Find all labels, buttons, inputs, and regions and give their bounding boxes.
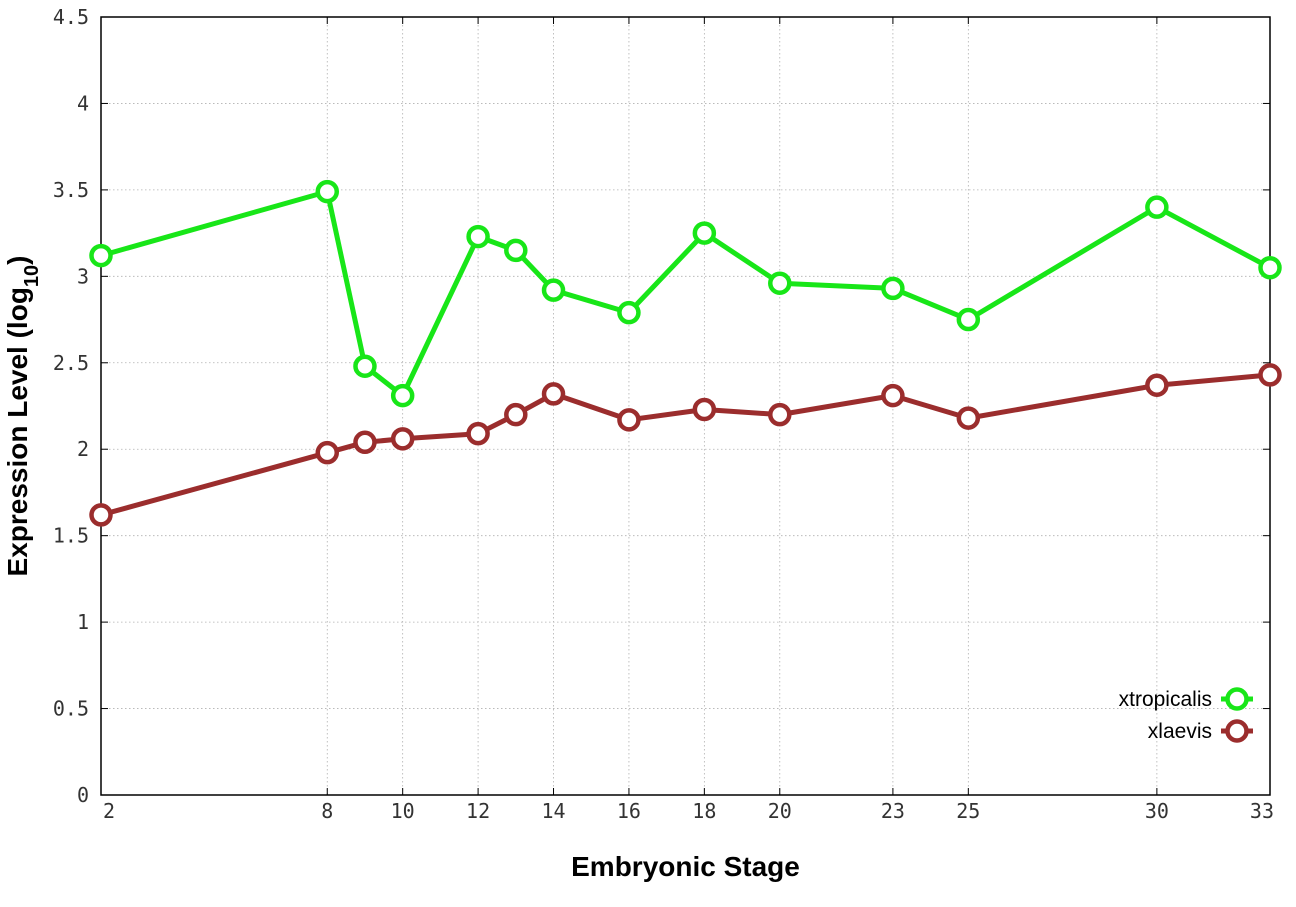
y-axis-title: Expression Level (log10) bbox=[2, 256, 43, 577]
x-tick-label: 23 bbox=[881, 799, 905, 823]
y-tick-label: 3.5 bbox=[53, 178, 89, 202]
data-point bbox=[390, 383, 415, 408]
data-point bbox=[504, 238, 528, 263]
data-point bbox=[956, 406, 981, 430]
data-point bbox=[1258, 363, 1282, 387]
x-tick-label: 12 bbox=[466, 799, 490, 823]
legend-item: xlaevis bbox=[1148, 719, 1253, 743]
series-xtropicalis bbox=[89, 179, 1282, 408]
data-point bbox=[541, 278, 566, 302]
data-point bbox=[1145, 373, 1169, 398]
y-axis-title-close: ) bbox=[2, 256, 33, 265]
x-tick-label: 14 bbox=[541, 799, 565, 823]
data-point bbox=[617, 300, 641, 325]
legend-item: xtropicalis bbox=[1119, 687, 1253, 711]
legend: xtropicalis xlaevis bbox=[1119, 687, 1253, 743]
x-axis-title: Embryonic Stage bbox=[571, 851, 800, 882]
data-point bbox=[353, 430, 377, 455]
legend-swatch-marker bbox=[1225, 687, 1249, 711]
x-tick-label: 20 bbox=[768, 799, 792, 823]
y-tick-label: 1 bbox=[77, 610, 89, 634]
series-line bbox=[100, 372, 1271, 518]
x-tick-label: 25 bbox=[956, 799, 980, 823]
data-point bbox=[692, 397, 717, 422]
y-axis-title-subscript: 10 bbox=[21, 265, 43, 287]
data-point bbox=[768, 402, 792, 427]
series-group bbox=[89, 179, 1282, 527]
axis-ticks: 0 0.5 1 1.5 2 2.5 3 3.5 4 4.5 2 8 10 12 14 16 18 20 23 25 30… bbox=[53, 5, 1274, 823]
y-axis-title-main: Expression Level (log bbox=[2, 287, 33, 576]
grid bbox=[101, 17, 1270, 795]
x-tick-label: 18 bbox=[692, 799, 716, 823]
data-point bbox=[956, 307, 981, 332]
y-tick-label: 3 bbox=[77, 264, 89, 288]
x-tick-label: 30 bbox=[1145, 799, 1169, 823]
legend-label: xtropicalis bbox=[1119, 688, 1212, 711]
data-point bbox=[768, 271, 792, 295]
data-point bbox=[881, 383, 905, 408]
legend-label: xlaevis bbox=[1148, 720, 1212, 743]
data-point bbox=[315, 440, 340, 465]
data-point bbox=[504, 402, 528, 427]
data-point bbox=[89, 503, 113, 527]
data-point bbox=[692, 221, 717, 245]
y-tick-label: 2 bbox=[77, 437, 89, 461]
data-point bbox=[466, 421, 490, 446]
data-point bbox=[1145, 195, 1169, 219]
plot-frame bbox=[100, 16, 1271, 796]
y-tick-label: 2.5 bbox=[53, 351, 89, 375]
data-point bbox=[881, 276, 905, 301]
x-tick-label: 2 bbox=[103, 799, 115, 823]
legend-swatch-marker bbox=[1225, 719, 1249, 743]
y-tick-label: 4.5 bbox=[53, 5, 89, 29]
y-tick-label: 0 bbox=[77, 783, 89, 807]
y-tick-label: 4 bbox=[77, 91, 89, 115]
data-point bbox=[315, 179, 340, 204]
data-point bbox=[466, 224, 490, 249]
x-tick-label: 33 bbox=[1250, 799, 1274, 823]
data-point bbox=[390, 427, 415, 451]
data-point bbox=[1258, 255, 1282, 280]
data-point bbox=[353, 354, 377, 378]
data-point bbox=[89, 243, 113, 268]
data-point bbox=[617, 408, 641, 432]
series-xlaevis bbox=[89, 363, 1282, 527]
data-point bbox=[541, 382, 566, 406]
x-tick-label: 10 bbox=[391, 799, 415, 823]
y-tick-label: 1.5 bbox=[53, 524, 89, 548]
series-line bbox=[100, 189, 1272, 399]
x-tick-label: 16 bbox=[617, 799, 641, 823]
x-tick-label: 8 bbox=[321, 799, 333, 823]
y-tick-label: 0.5 bbox=[53, 697, 89, 721]
